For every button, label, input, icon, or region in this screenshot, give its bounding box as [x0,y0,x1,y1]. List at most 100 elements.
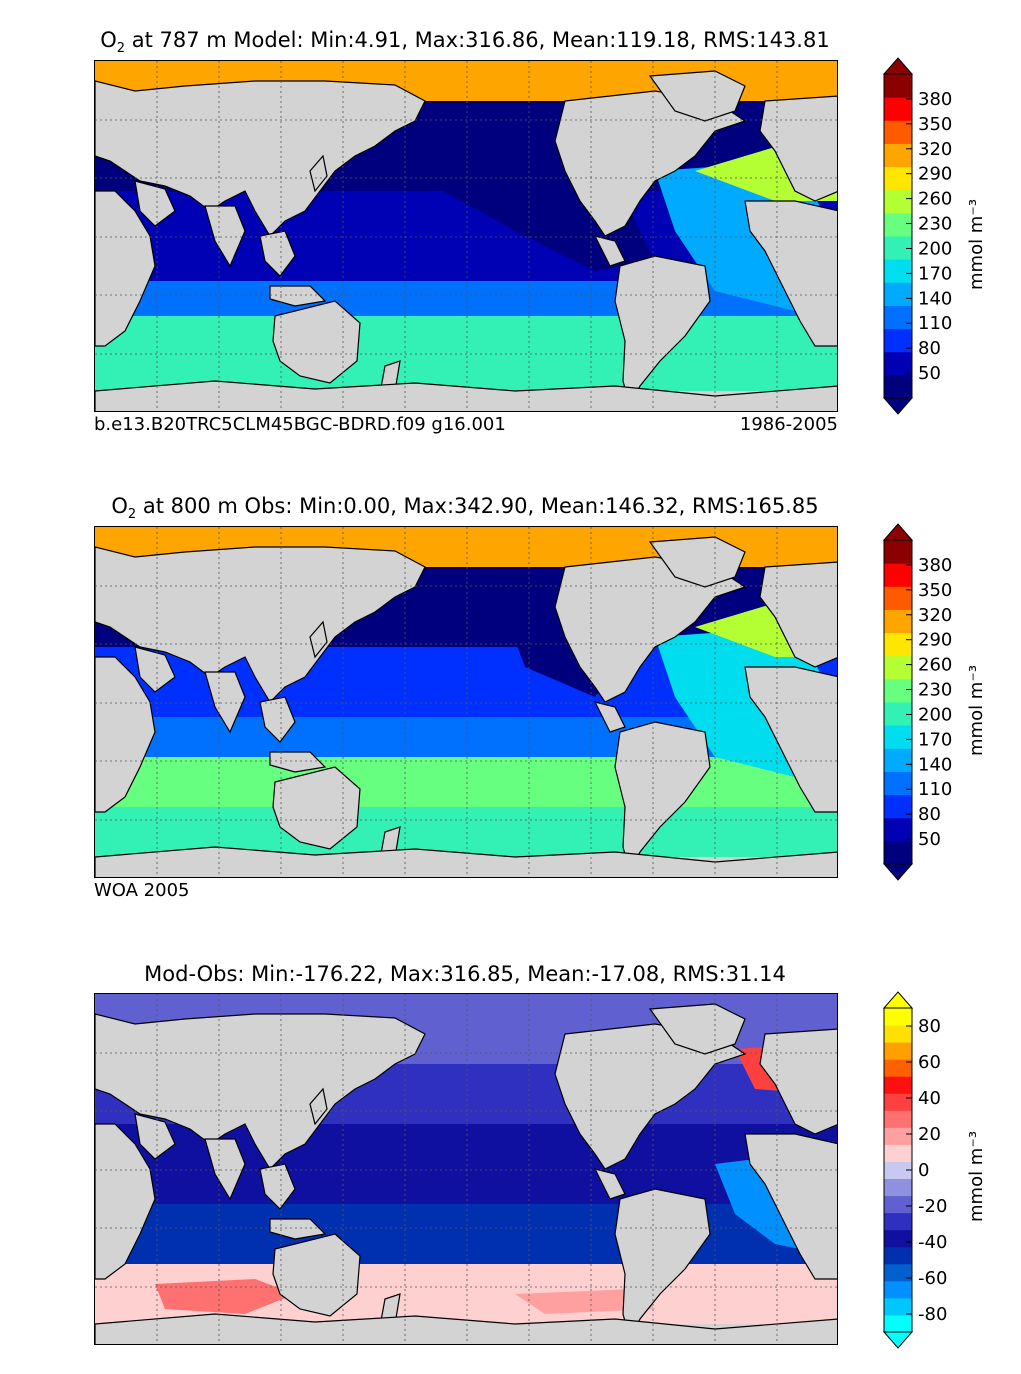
colorbar-tick-label: 80 [918,1016,941,1037]
colorbar-extend-high [882,991,914,1009]
panel-obs: O2 at 800 m Obs: Min:0.00, Max:342.90, M… [94,494,987,901]
ocean-band [95,1204,837,1264]
colorbar-segment [884,374,912,399]
colorbar-tick-label: 260 [918,655,952,676]
colorbar-tick-label: 140 [918,754,952,775]
colorbar-tick-label: 20 [918,1124,941,1145]
colorbar-segment [884,540,912,564]
colorbar-extend-low [882,1331,914,1349]
colorbar-segment [884,1263,912,1282]
colorbar-segment [884,609,912,634]
land-europeAsia [95,80,426,237]
colorbar-segment [884,1042,912,1060]
colorbar-segment [884,1008,912,1026]
oxygen-minimum-zone [425,111,655,271]
colorbar-segment [884,1297,912,1316]
land-centralAmerica [593,701,626,733]
land-indonesia [269,1218,327,1240]
land-antarctica [95,846,837,877]
colorbar-segment [884,817,912,842]
land-centralAmerica [593,1168,626,1200]
land-africa2 [744,200,837,347]
colorbar-segment [884,1059,912,1077]
colorbar-segment [884,74,912,98]
panel-title: O2 at 787 m Model: Min:4.91, Max:316.86,… [100,28,830,57]
land-indonesia [269,751,327,773]
land-antarctica [95,1313,837,1344]
land-africa [95,656,156,813]
colorbar-tick-label: -80 [918,1304,947,1325]
colorbar-segment [884,1212,912,1231]
colorbar-segment [884,120,912,144]
colorbar-tick-label: 110 [918,779,952,800]
colorbar-segment [884,259,912,283]
colorbar-tick-label: 230 [918,214,952,235]
land-japan [309,154,328,193]
colorbar-diff: -80 -60 -40 -20 0 20 40 60 80 [882,991,947,1349]
land-europe2 [759,561,837,668]
colorbar-segment [884,1127,912,1145]
land-arabia [134,1113,176,1160]
footer-case: b.e13.B20TRC5CLM45BGC-BDRD.f09 g16.001 [94,414,506,435]
colorbar-segment [884,840,912,865]
colorbar-tick-label: -40 [918,1232,947,1253]
colorbar-tick-label: 170 [918,729,952,750]
land-europe2 [759,95,837,202]
land-india [204,205,246,268]
colorbar-segment [884,1195,912,1214]
colorbar-obs: 50 80 110 140 170 200 230 260 290 320 350 380 [882,523,952,881]
colorbar-tick-label: 80 [918,338,941,359]
land-india [204,671,246,734]
colorbar-tick-label: 140 [918,288,952,309]
colorbar-segment [884,1144,912,1162]
colorbar-frame [883,539,913,865]
colorbar-model: 50 80 110 140 170 200 230 260 290 320 350 380 [882,57,952,415]
colorbar-segment [884,1110,912,1128]
colorbar-tick-label: 290 [918,164,952,185]
colorbar-segment [884,702,912,726]
land-arabia [134,646,176,693]
land-europeAsia [95,546,426,703]
land-antarctica [95,380,837,411]
colorbar-segment [884,748,912,772]
colorbar-segment [884,632,912,657]
colorbar-segment [884,678,912,703]
colorbar-segment [884,1280,912,1299]
land-southAmerica [614,721,711,874]
land-india [204,1138,246,1201]
land-australia [272,1233,361,1317]
southern-positive-anomaly [155,1279,295,1314]
land-africa2 [744,1133,837,1280]
colorbar-tick-label: 320 [918,139,952,160]
colorbar-segment [884,212,912,237]
southern-positive-anomaly [515,1289,655,1314]
colorbar-segment [884,1093,912,1111]
colorbar-segment [884,166,912,191]
land-africa [95,190,156,347]
colorbar-tick-label: 350 [918,580,952,601]
colorbar-tick-label: 260 [918,189,952,210]
colorbar-segment [884,1178,912,1197]
colorbar-segment [884,1314,912,1333]
colorbar-segment [884,563,912,587]
map-model [94,60,838,412]
colorbar-tick-label: 170 [918,263,952,284]
land-arabia [134,180,176,227]
land-indonesia [269,285,327,307]
colorbar-segment [884,97,912,121]
land-southAmerica [614,1188,711,1341]
colorbar-tick-label: 380 [918,89,952,110]
footer-years: 1986-2005 [739,414,838,435]
colorbar-segment [884,1076,912,1094]
land-japan [309,1087,328,1126]
colorbar-segment [884,794,912,819]
land-australia [272,300,361,384]
land-australia [272,766,361,850]
colorbar-tick-label: 80 [918,804,941,825]
colorbar-segment [884,143,912,168]
ocean-band [95,316,837,391]
map-diff [94,993,838,1345]
land-japan [309,620,328,659]
panel-model: O2 at 787 m Model: Min:4.91, Max:316.86,… [0,0,1021,460]
colorbar-segment [884,655,912,680]
